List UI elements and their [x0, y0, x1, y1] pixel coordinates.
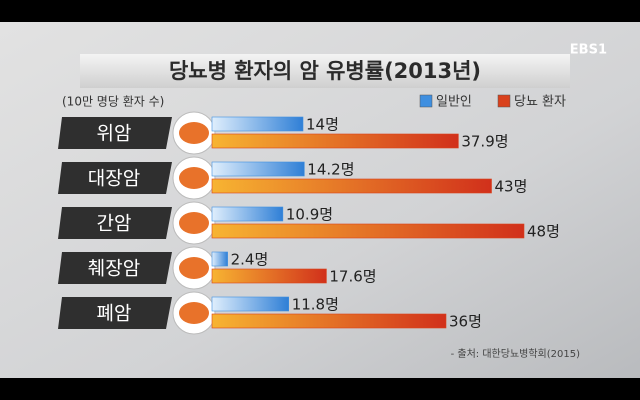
category-box: [58, 252, 172, 284]
value-label: 14명: [306, 116, 339, 134]
category-box: [58, 297, 172, 329]
bar: [211, 296, 289, 312]
value-label: 43명: [495, 178, 528, 196]
value-label: 37.9명: [461, 133, 508, 151]
value-label: 36명: [449, 313, 482, 331]
unit-label: (10만 명당 환자 수): [62, 95, 164, 109]
bar: [211, 313, 447, 329]
value-label: 11.8명: [292, 296, 339, 314]
organ-icon: [179, 167, 209, 189]
bar: [211, 133, 459, 149]
bar: [211, 223, 525, 239]
category-box: [58, 207, 172, 239]
category-label: 췌장암: [88, 258, 140, 280]
legend-label: 일반인: [436, 95, 472, 110]
category-box: [58, 117, 172, 149]
source: - 출처: 대한당뇨병학회(2015): [451, 348, 580, 360]
organ-icon: [179, 302, 209, 324]
legend-swatch: [497, 94, 511, 108]
category-label: 대장암: [88, 168, 140, 190]
category-box: [58, 162, 172, 194]
bar: [211, 161, 305, 177]
bar: [211, 178, 492, 194]
logo: EBS1: [570, 43, 607, 58]
value-label: 48명: [527, 223, 560, 241]
category-label: 위암: [97, 123, 132, 145]
organ-icon: [179, 122, 209, 144]
organ-icon: [179, 257, 209, 279]
value-label: 10.9명: [286, 206, 333, 224]
category-label: 간암: [97, 213, 132, 235]
value-label: 2.4명: [231, 251, 269, 269]
value-label: 17.6명: [329, 268, 376, 286]
bar: [211, 116, 304, 132]
bar: [211, 206, 284, 222]
legend-swatch: [419, 94, 433, 108]
bar: [211, 251, 228, 267]
category-label: 폐암: [97, 303, 132, 325]
organ-icon: [179, 212, 209, 234]
bar: [211, 268, 327, 284]
legend-label: 당뇨 환자: [514, 95, 566, 110]
chart-title: 당뇨병 환자의 암 유병률(2013년): [169, 59, 481, 83]
title-banner: [80, 54, 570, 88]
value-label: 14.2명: [307, 161, 354, 179]
